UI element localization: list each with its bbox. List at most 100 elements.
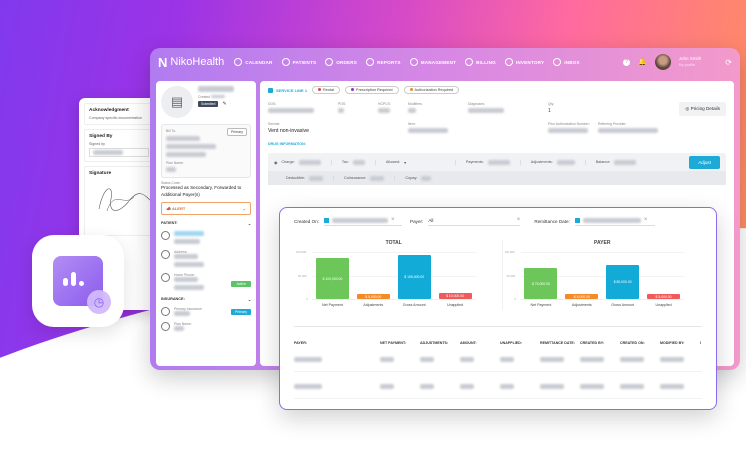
x-label: Net Payment <box>322 303 343 307</box>
collapse-icon[interactable]: ◉ <box>274 160 278 165</box>
remittance-table: PAYER: NET PAYMENT: ADJUSTMENTS: AMOUNT:… <box>294 341 702 399</box>
nav-label: BILLING <box>476 59 496 65</box>
nav-patients[interactable]: PATIENTS <box>281 58 317 66</box>
patients-icon <box>281 58 290 66</box>
active-badge: Active <box>231 281 251 287</box>
bar-gross-amount[interactable]: $ 80,000.00 <box>606 265 640 299</box>
signature-scribble <box>98 188 155 212</box>
col-remittance-date[interactable]: REMITTANCE DATE: <box>540 341 576 345</box>
nav-calendar[interactable]: CALENDAR <box>234 58 272 66</box>
payer-select[interactable]: All × <box>428 217 521 226</box>
created-label: Created <box>198 95 211 99</box>
col-adjustments[interactable]: ADJUSTMENTS: <box>420 341 449 345</box>
col-modified-by[interactable]: MODIFIED BY: <box>660 341 685 345</box>
bar-net-payment[interactable]: $ 100,000.00 <box>315 258 349 299</box>
insurance-section[interactable]: INSURANCE: ⌄ <box>161 297 251 302</box>
avatar[interactable] <box>654 54 671 70</box>
logo[interactable]: N NikoHealth <box>158 55 224 70</box>
bar-unapplied[interactable]: $ 10,000.00 <box>438 293 472 299</box>
x-label: Adjustments <box>571 303 592 307</box>
bar-label: $ 5,000.00 <box>573 294 590 299</box>
remittance-date-range[interactable]: × <box>574 217 655 226</box>
y-tick: 100,000 <box>504 250 515 254</box>
col-more[interactable]: I <box>700 341 701 345</box>
patient-section[interactable]: PATIENT: ⌄ <box>161 221 251 226</box>
chevron-down-icon: ⌄ <box>242 206 246 211</box>
nav-label: CALENDAR <box>245 59 273 65</box>
person-icon <box>161 231 170 240</box>
pricing-details-button[interactable]: ◎ Pricing Details <box>679 102 726 116</box>
charges-summary: ◉ Charge: Tax: Allowed: ▾ Payments: Adjust… <box>268 153 726 185</box>
signed-by-input[interactable] <box>89 148 149 157</box>
status-code-label: Status Code: <box>161 181 181 185</box>
acknowledgment-document-card: Acknowledgment Company specific document… <box>79 98 159 310</box>
top-navbar: N NikoHealth CALENDAR PATIENTS ORDERS REP… <box>150 48 740 76</box>
billing-icon <box>465 58 474 66</box>
bar-label: $ 75,000.00 <box>531 281 550 286</box>
chart-title: PAYER <box>594 240 611 246</box>
nav-inventory[interactable]: INVENTORY <box>504 58 544 66</box>
clear-icon[interactable]: × <box>643 217 648 223</box>
y-tick: 100,000 <box>296 250 307 254</box>
col-created-on[interactable]: CREATED ON: <box>620 341 645 345</box>
eye-icon: ◎ <box>685 106 690 111</box>
nav-billing[interactable]: BILLING <box>465 58 496 66</box>
nav-label: PATIENTS <box>292 59 317 65</box>
signed-by-title: Signed By <box>89 134 113 139</box>
phone-icon <box>161 273 170 282</box>
table-row[interactable] <box>294 357 702 372</box>
receipt-icon: ▤ <box>161 86 193 118</box>
clear-icon[interactable]: × <box>516 217 521 223</box>
drug-information-toggle[interactable]: DRUG INFORMATION: <box>268 142 306 146</box>
col-unapplied[interactable]: UNAPPLIED: <box>500 341 522 345</box>
help-icon[interactable]: ? <box>623 58 631 66</box>
bar-gross-amount[interactable]: $ 105,000.00 <box>397 255 431 299</box>
payer-label: Payer: <box>410 219 424 224</box>
chart-title: TOTAL <box>385 240 402 246</box>
y-tick: 50,000 <box>298 274 307 278</box>
diagnoses-label: Diagnoses: <box>468 102 485 106</box>
clear-icon[interactable]: × <box>391 217 395 223</box>
calendar-icon <box>574 217 580 223</box>
bar-adjustments[interactable]: $ 5,000.00 <box>565 294 599 299</box>
col-payer[interactable]: PAYER: <box>294 341 307 345</box>
nav-orders[interactable]: ORDERS <box>325 58 357 66</box>
user-menu[interactable]: John Smith My profile <box>679 56 702 68</box>
bell-icon[interactable]: 🔔 <box>638 59 647 66</box>
dos-label: DOS: <box>268 102 277 106</box>
nav-reports[interactable]: REPORTS <box>366 58 401 66</box>
nav-inbox[interactable]: INBOX <box>553 58 580 66</box>
service-line-title[interactable]: SERVICE LINE 1 <box>268 87 307 93</box>
created-on-date-range[interactable]: × <box>324 217 403 226</box>
signed-by-section: Signed By Signed by <box>84 129 154 162</box>
table-row[interactable] <box>294 384 702 399</box>
qty-label: Qty: <box>548 102 555 106</box>
primary-button[interactable]: Primary <box>226 128 247 136</box>
alert-dropdown[interactable]: 📣 ALERT ⌄ <box>161 202 251 215</box>
allowed-label: Allowed: <box>385 160 401 164</box>
nav-management[interactable]: MANAGEMENT <box>409 58 456 66</box>
created-on-label: Created On: <box>294 219 320 224</box>
bar-adjustments[interactable]: $ 5,000.00 <box>356 294 390 299</box>
bar-unapplied[interactable]: $ 5,000.00 <box>647 294 681 299</box>
modifiers-label: Modifiers: <box>408 102 423 106</box>
reports-icon <box>366 58 375 66</box>
col-amount[interactable]: AMOUNT: <box>460 341 477 345</box>
clock-icon: ◷ <box>87 290 111 314</box>
payments-label: Payments: <box>465 160 484 164</box>
nav-label: INBOX <box>564 59 580 65</box>
referring-provider-label: Referring Provider: <box>598 122 627 126</box>
caret-down-icon[interactable]: ▾ <box>404 160 407 165</box>
col-net-payment[interactable]: NET PAYMENT: <box>380 341 406 345</box>
charts-row: TOTAL 100,000 50,000 0 $ 100,000.00 $ 5,… <box>294 240 702 310</box>
y-tick: 0 <box>306 297 308 301</box>
acknowledgment-text: Company specific documentation <box>89 116 142 120</box>
adjust-button[interactable]: Adjust <box>689 155 720 169</box>
edit-icon[interactable]: ✎ <box>222 101 227 107</box>
my-profile-link[interactable]: My profile <box>678 63 696 67</box>
alert-label: ALERT <box>171 206 186 211</box>
pos-label: POS: <box>338 102 347 106</box>
bar-net-payment[interactable]: $ 75,000.00 <box>524 268 558 299</box>
logout-icon[interactable]: ⟳ <box>725 57 732 67</box>
col-created-by[interactable]: CREATED BY: <box>580 341 605 345</box>
